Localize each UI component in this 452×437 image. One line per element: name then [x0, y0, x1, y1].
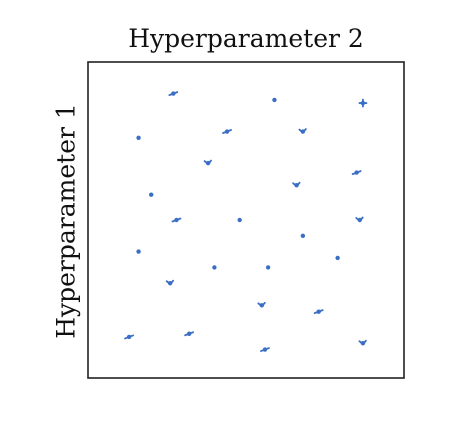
scatter-point [335, 255, 340, 261]
scatter-point [358, 339, 367, 346]
scatter-point [165, 279, 175, 286]
scatter-point [171, 217, 182, 223]
scatter-point [212, 265, 217, 270]
data-points [124, 91, 368, 352]
x-axis-label: Hyperparameter 2 [128, 24, 364, 53]
scatter-point [358, 98, 368, 108]
scatter-point [184, 331, 195, 337]
scatter-point [298, 128, 307, 134]
scatter-point [265, 265, 271, 270]
scatter-point [351, 170, 362, 175]
scatter-point [272, 97, 277, 103]
scatter-point [168, 91, 179, 96]
scatter-point [260, 347, 270, 352]
scatter-point [124, 334, 134, 340]
scatter-point [136, 135, 141, 141]
scatter-point [257, 301, 266, 308]
scatter-point [292, 181, 301, 188]
scatter-point [149, 192, 154, 197]
scatter-point [222, 129, 232, 134]
scatter-point [355, 216, 364, 223]
scatter-point [136, 249, 141, 254]
scatter-point [237, 217, 242, 223]
scatter-point [313, 309, 324, 315]
scatter-point [203, 159, 212, 166]
plot-frame [87, 61, 405, 379]
scatter-point [300, 233, 306, 238]
